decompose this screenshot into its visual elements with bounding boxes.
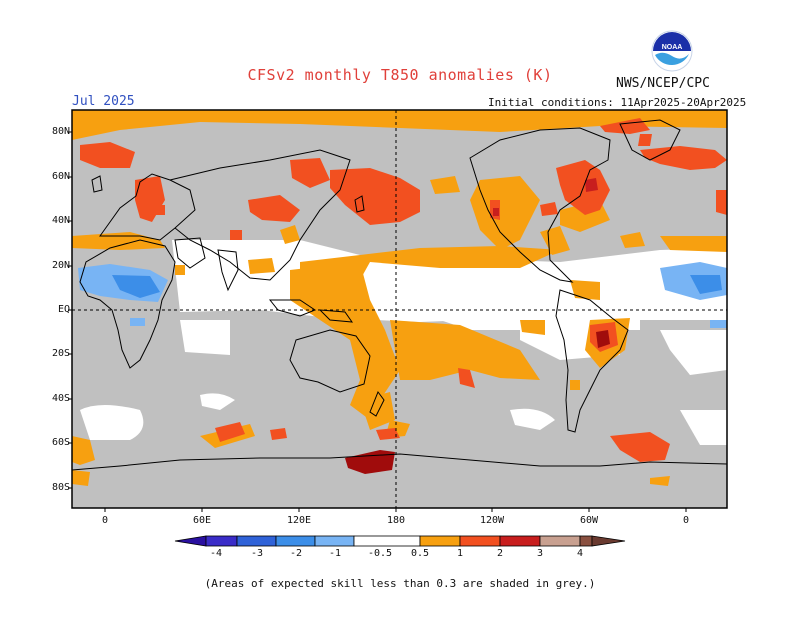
warm-anomalies-light [72,110,727,486]
lat-label: 40N [51,215,70,226]
lon-label: 60W [579,515,599,526]
legend-swatch [314,535,355,547]
initial-conditions: Initial conditions: 11Apr2025-20Apr2025 [488,96,747,109]
forecast-month: Jul 2025 [72,94,135,109]
legend-tick: 3 [536,548,544,559]
legend-swatch [579,535,593,547]
coastlines [72,119,727,471]
legend-tick: -1 [328,548,342,559]
legend-tick: 1 [456,548,464,559]
negative-anomalies [78,262,727,328]
legend-swatch [459,535,501,547]
legend-tick: 4 [576,548,584,559]
lon-label: 0 [101,515,109,526]
legend-swatch [499,535,541,547]
legend-swatch [275,535,316,547]
legend-swatch [205,535,238,547]
lat-label: 60N [51,171,70,182]
noaa-logo: NOAA [651,30,693,72]
chart-title: CFSv2 monthly T850 anomalies (K) [247,66,553,84]
lon-label: 120E [286,515,312,526]
lat-label: 60S [51,437,70,448]
lat-label: 40S [51,393,70,404]
axis-ticks [68,131,687,512]
legend-swatch [353,535,421,547]
lon-label: 180 [386,515,406,526]
legend-tick: 2 [496,548,504,559]
legend-swatch [419,535,461,547]
legend-tick: -4 [209,548,223,559]
lon-label: 120W [479,515,505,526]
legend-tick: -3 [250,548,264,559]
legend-tick: 0.5 [410,548,430,559]
lon-label: 60E [192,515,212,526]
map-frame [71,109,728,509]
legend-swatch [174,535,207,547]
legend-swatch [236,535,277,547]
lat-label: 80N [51,126,70,137]
legend-swatch [539,535,581,547]
legend-tick: -2 [289,548,303,559]
lat-label: 20S [51,348,70,359]
logo-text: NOAA [662,44,683,51]
skill-note: (Areas of expected skill less than 0.3 a… [204,577,596,590]
lat-label: 80S [51,482,70,493]
lat-label: EQ [57,304,70,315]
legend-tick: -0.5 [367,548,393,559]
lat-label: 20N [51,260,70,271]
lon-label: 0 [682,515,690,526]
legend-swatch [591,535,626,547]
agency-label: NWS/NCEP/CPC [616,76,710,91]
